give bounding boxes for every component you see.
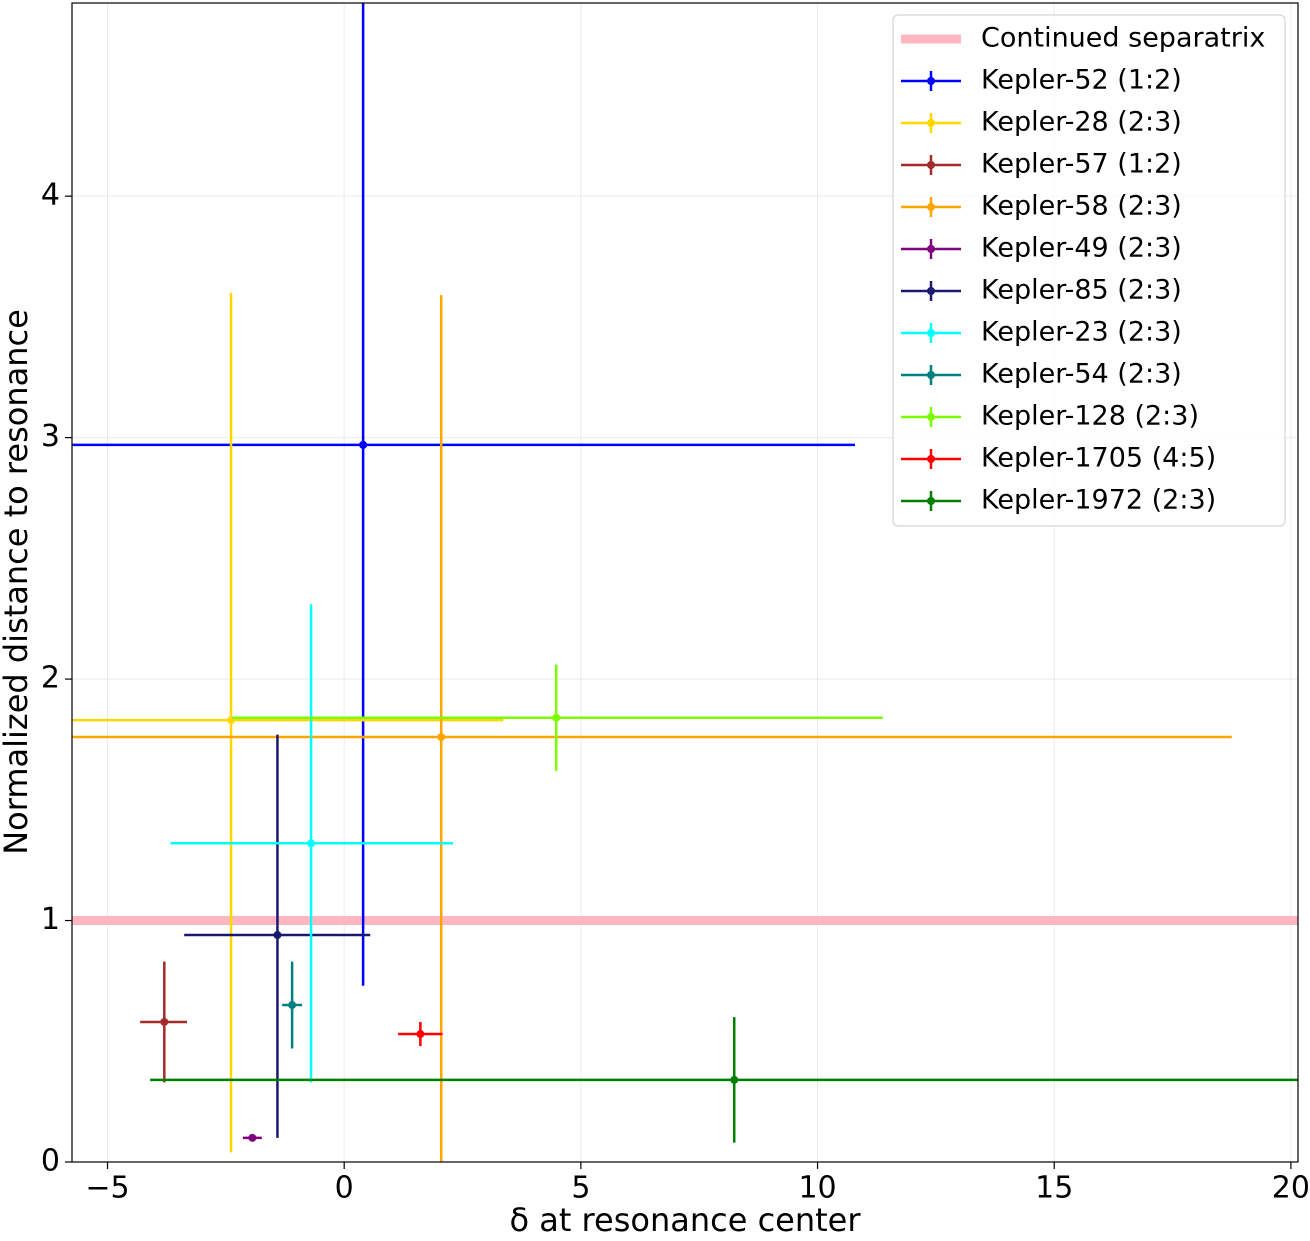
x-tick-label: 0 — [335, 1171, 354, 1206]
data-point — [437, 733, 446, 742]
axes: −5 0 5 10 15 20 0 1 2 3 4 — [41, 178, 1310, 1206]
legend-marker — [927, 77, 935, 85]
x-tick-label: 10 — [798, 1171, 836, 1206]
legend-label: Kepler-54 (2:3) — [981, 359, 1182, 390]
legend-label: Kepler-49 (2:3) — [981, 233, 1182, 264]
x-tick-label: 5 — [571, 1171, 590, 1206]
y-tick-label: 2 — [41, 661, 60, 696]
legend-label: Kepler-1972 (2:3) — [981, 485, 1216, 516]
y-tick-label: 0 — [41, 1144, 60, 1179]
x-axis-label: δ at resonance center — [509, 1201, 861, 1239]
legend-marker — [927, 371, 935, 379]
legend-label: Kepler-1705 (4:5) — [981, 443, 1216, 474]
data-point — [307, 839, 316, 848]
legend-box — [892, 14, 1286, 527]
data-point — [416, 1030, 425, 1039]
legend-label: Kepler-23 (2:3) — [981, 317, 1182, 348]
axes-frame — [71, 2, 1299, 1163]
legend-marker — [927, 161, 935, 169]
data-point — [160, 1017, 169, 1026]
legend-label: Kepler-52 (1:2) — [981, 65, 1182, 96]
legend-label: Kepler-58 (2:3) — [981, 191, 1182, 222]
plot-area — [72, 3, 1298, 1162]
data-point — [730, 1075, 739, 1084]
legend-marker — [927, 455, 935, 463]
data-point — [273, 931, 282, 940]
x-tick-label: 20 — [1272, 1171, 1310, 1206]
x-tick-label: 15 — [1035, 1171, 1073, 1206]
legend-label: Kepler-57 (1:2) — [981, 149, 1182, 180]
legend-label: Continued separatrix — [981, 23, 1265, 54]
legend-marker — [927, 329, 935, 337]
data-point — [359, 440, 368, 449]
legend: Continued separatrix Kepler-52 (1:2) Keple… — [892, 14, 1286, 527]
legend-marker — [927, 119, 935, 127]
data-point — [288, 1001, 297, 1010]
x-tick-label: −5 — [85, 1171, 129, 1206]
legend-label: Kepler-128 (2:3) — [981, 401, 1199, 432]
y-tick-label: 3 — [41, 419, 60, 454]
data-point — [248, 1133, 257, 1142]
legend-marker — [927, 497, 935, 505]
y-tick-label: 4 — [41, 178, 60, 213]
legend-marker — [927, 413, 935, 421]
legend-label: Kepler-28 (2:3) — [981, 107, 1182, 138]
data-point — [552, 713, 561, 722]
legend-marker — [927, 245, 935, 253]
y-tick-label: 1 — [41, 902, 60, 937]
legend-marker — [927, 203, 935, 211]
legend-marker — [927, 287, 935, 295]
y-axis-label: Normalized distance to resonance — [0, 309, 35, 855]
legend-label: Kepler-85 (2:3) — [981, 275, 1182, 306]
